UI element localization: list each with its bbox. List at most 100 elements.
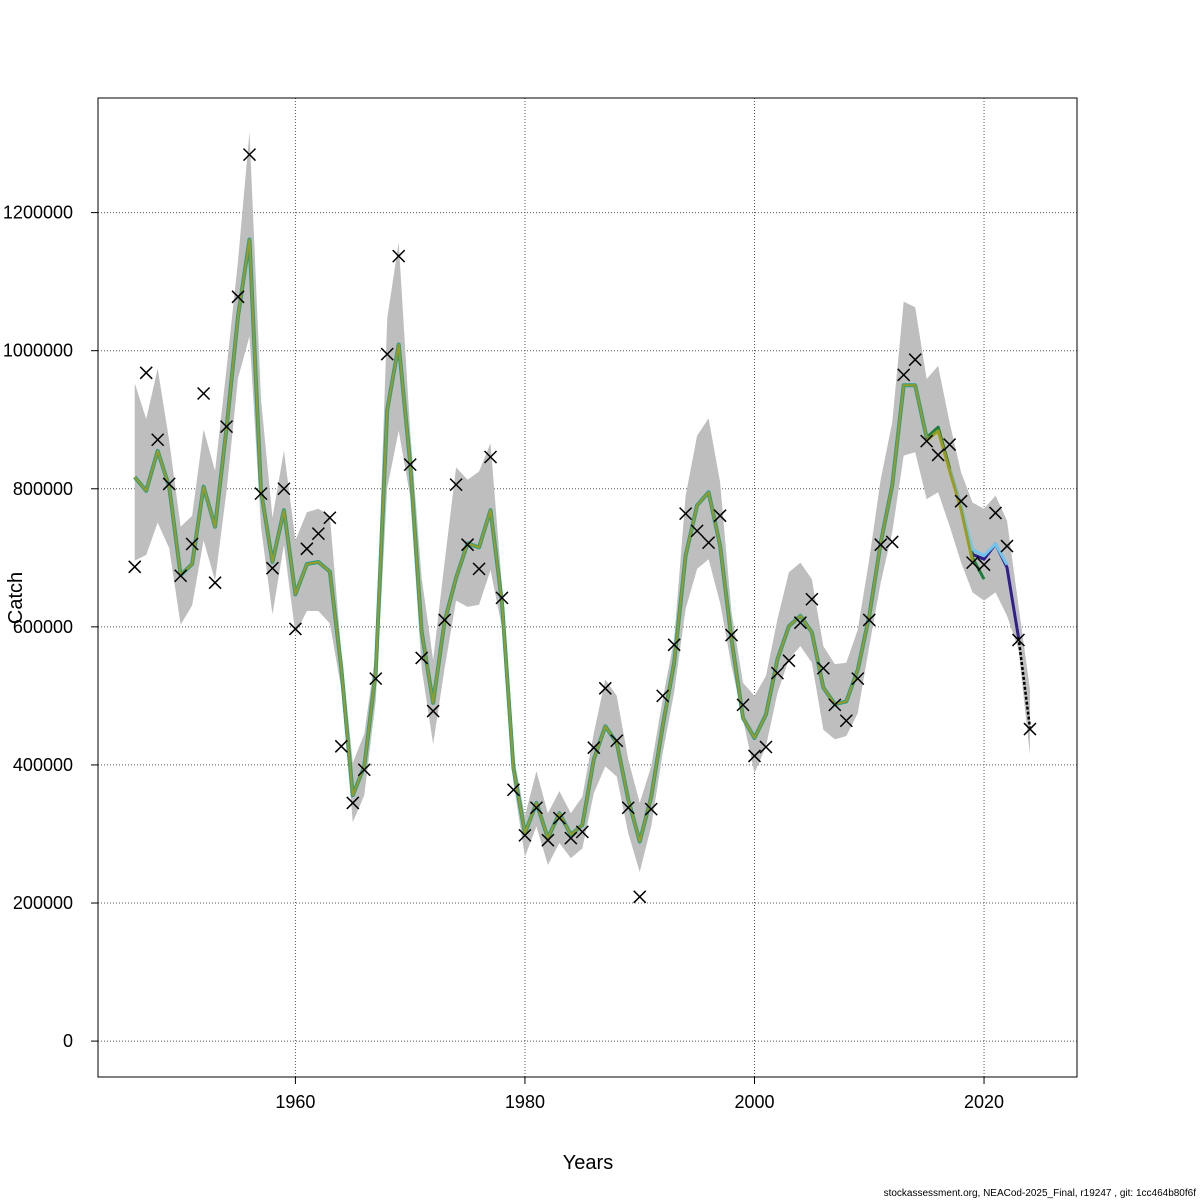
observation-point [392, 249, 406, 263]
y-tick-label: 800000 [13, 479, 73, 499]
observation-point [862, 613, 876, 627]
y-tick-label: 200000 [13, 893, 73, 913]
observation-point [357, 763, 371, 777]
observation-point [334, 739, 348, 753]
observation-point [518, 828, 532, 842]
observation-cross-stroke [242, 148, 257, 162]
observation-point [541, 833, 555, 847]
observation-cross-stroke [667, 638, 681, 652]
x-tick-label: 2000 [734, 1092, 774, 1112]
observation-cross-stroke [357, 763, 371, 777]
observation-point [747, 749, 762, 763]
confidence-band [134, 131, 1030, 872]
observation-point [759, 740, 773, 754]
axes: 1960 1980 2000 2020 0 200000 400000 600000 80000… [3, 203, 1004, 1112]
observation-cross-stroke [920, 434, 934, 448]
observation-point [943, 438, 957, 452]
observation-point [128, 560, 142, 574]
observation-cross-stroke [208, 576, 222, 590]
y-tick-label: 0 [63, 1031, 73, 1051]
y-tick-label: 600000 [13, 617, 73, 637]
observation-cross-stroke [369, 672, 383, 686]
observation-cross-stroke [770, 666, 784, 680]
observation-cross-stroke [403, 458, 417, 472]
observation-point [552, 811, 566, 825]
observation-cross-stroke [966, 556, 980, 570]
observation-point [667, 638, 681, 652]
observation-cross-stroke [495, 591, 509, 605]
observation-point [816, 661, 830, 675]
observation-point [529, 801, 543, 815]
observation-point [805, 592, 819, 606]
observation-cross-stroke [839, 714, 853, 728]
observation-point [908, 353, 922, 367]
observation-point [461, 538, 475, 552]
observation-point [242, 148, 257, 162]
observation-cross-stroke [438, 613, 452, 627]
observation-cross-stroke [805, 592, 819, 606]
observation-cross-stroke [552, 811, 566, 825]
observation-cross-stroke [954, 494, 968, 508]
observation-cross-stroke [426, 704, 440, 718]
observation-point [151, 433, 165, 447]
observation-cross-stroke [736, 698, 750, 712]
observation-point [174, 569, 188, 583]
observation-cross-stroke [943, 438, 957, 452]
observation-point [564, 831, 578, 845]
observation-point [1011, 633, 1025, 647]
observation-cross-stroke [277, 482, 291, 496]
observation-point [1000, 539, 1014, 553]
observation-point [587, 741, 601, 755]
observation-point [851, 672, 865, 686]
observation-point [208, 576, 222, 590]
observations [128, 148, 1037, 904]
observation-cross-stroke [346, 796, 360, 810]
observation-cross-stroke [575, 825, 589, 839]
observation-cross-stroke [656, 689, 670, 703]
observation-cross-stroke [220, 420, 234, 434]
fit-lines [133, 237, 1032, 844]
observation-point [702, 536, 716, 550]
observation-point [506, 783, 521, 797]
observation-point [736, 698, 750, 712]
observation-cross-stroke [197, 386, 211, 401]
observation-cross-stroke [518, 828, 532, 842]
observation-point [725, 628, 739, 642]
observation-point [793, 616, 807, 630]
x-tick-label: 2020 [964, 1092, 1004, 1112]
observation-point [931, 448, 945, 462]
observation-cross-stroke [610, 734, 624, 748]
observation-cross-stroke [679, 507, 693, 521]
observation-cross-stroke [782, 654, 796, 668]
observation-cross-stroke [541, 833, 555, 847]
y-axis-label: Catch [5, 572, 27, 624]
observation-point [575, 825, 589, 839]
observation-cross-stroke [128, 560, 142, 574]
footer-text: stockassessment.org, NEACod-2025_Final, … [884, 1188, 1197, 1199]
observation-point [598, 681, 612, 695]
observation-cross-stroke [392, 249, 406, 263]
observation-cross-stroke [587, 741, 601, 755]
observation-cross-stroke [874, 538, 888, 552]
observation-point [954, 494, 968, 508]
observation-cross-stroke [885, 535, 899, 549]
observation-cross-stroke [529, 801, 543, 815]
observation-point [185, 537, 199, 551]
confidence-band-area [134, 131, 1030, 872]
observation-cross-stroke [311, 527, 325, 541]
observation-cross-stroke [380, 347, 394, 361]
observation-cross-stroke [174, 569, 188, 583]
observation-cross-stroke [988, 506, 1003, 520]
x-tick-label: 1980 [505, 1092, 545, 1112]
observation-point [254, 487, 268, 501]
observation-point [438, 613, 452, 627]
observation-cross-stroke [644, 802, 658, 816]
x-tick-label: 1960 [275, 1092, 315, 1112]
observation-point [495, 591, 509, 605]
y-tick-label: 1000000 [3, 341, 73, 361]
observation-point [403, 458, 417, 472]
observation-point [220, 420, 234, 434]
observation-point [311, 527, 325, 541]
observation-point [977, 558, 991, 572]
